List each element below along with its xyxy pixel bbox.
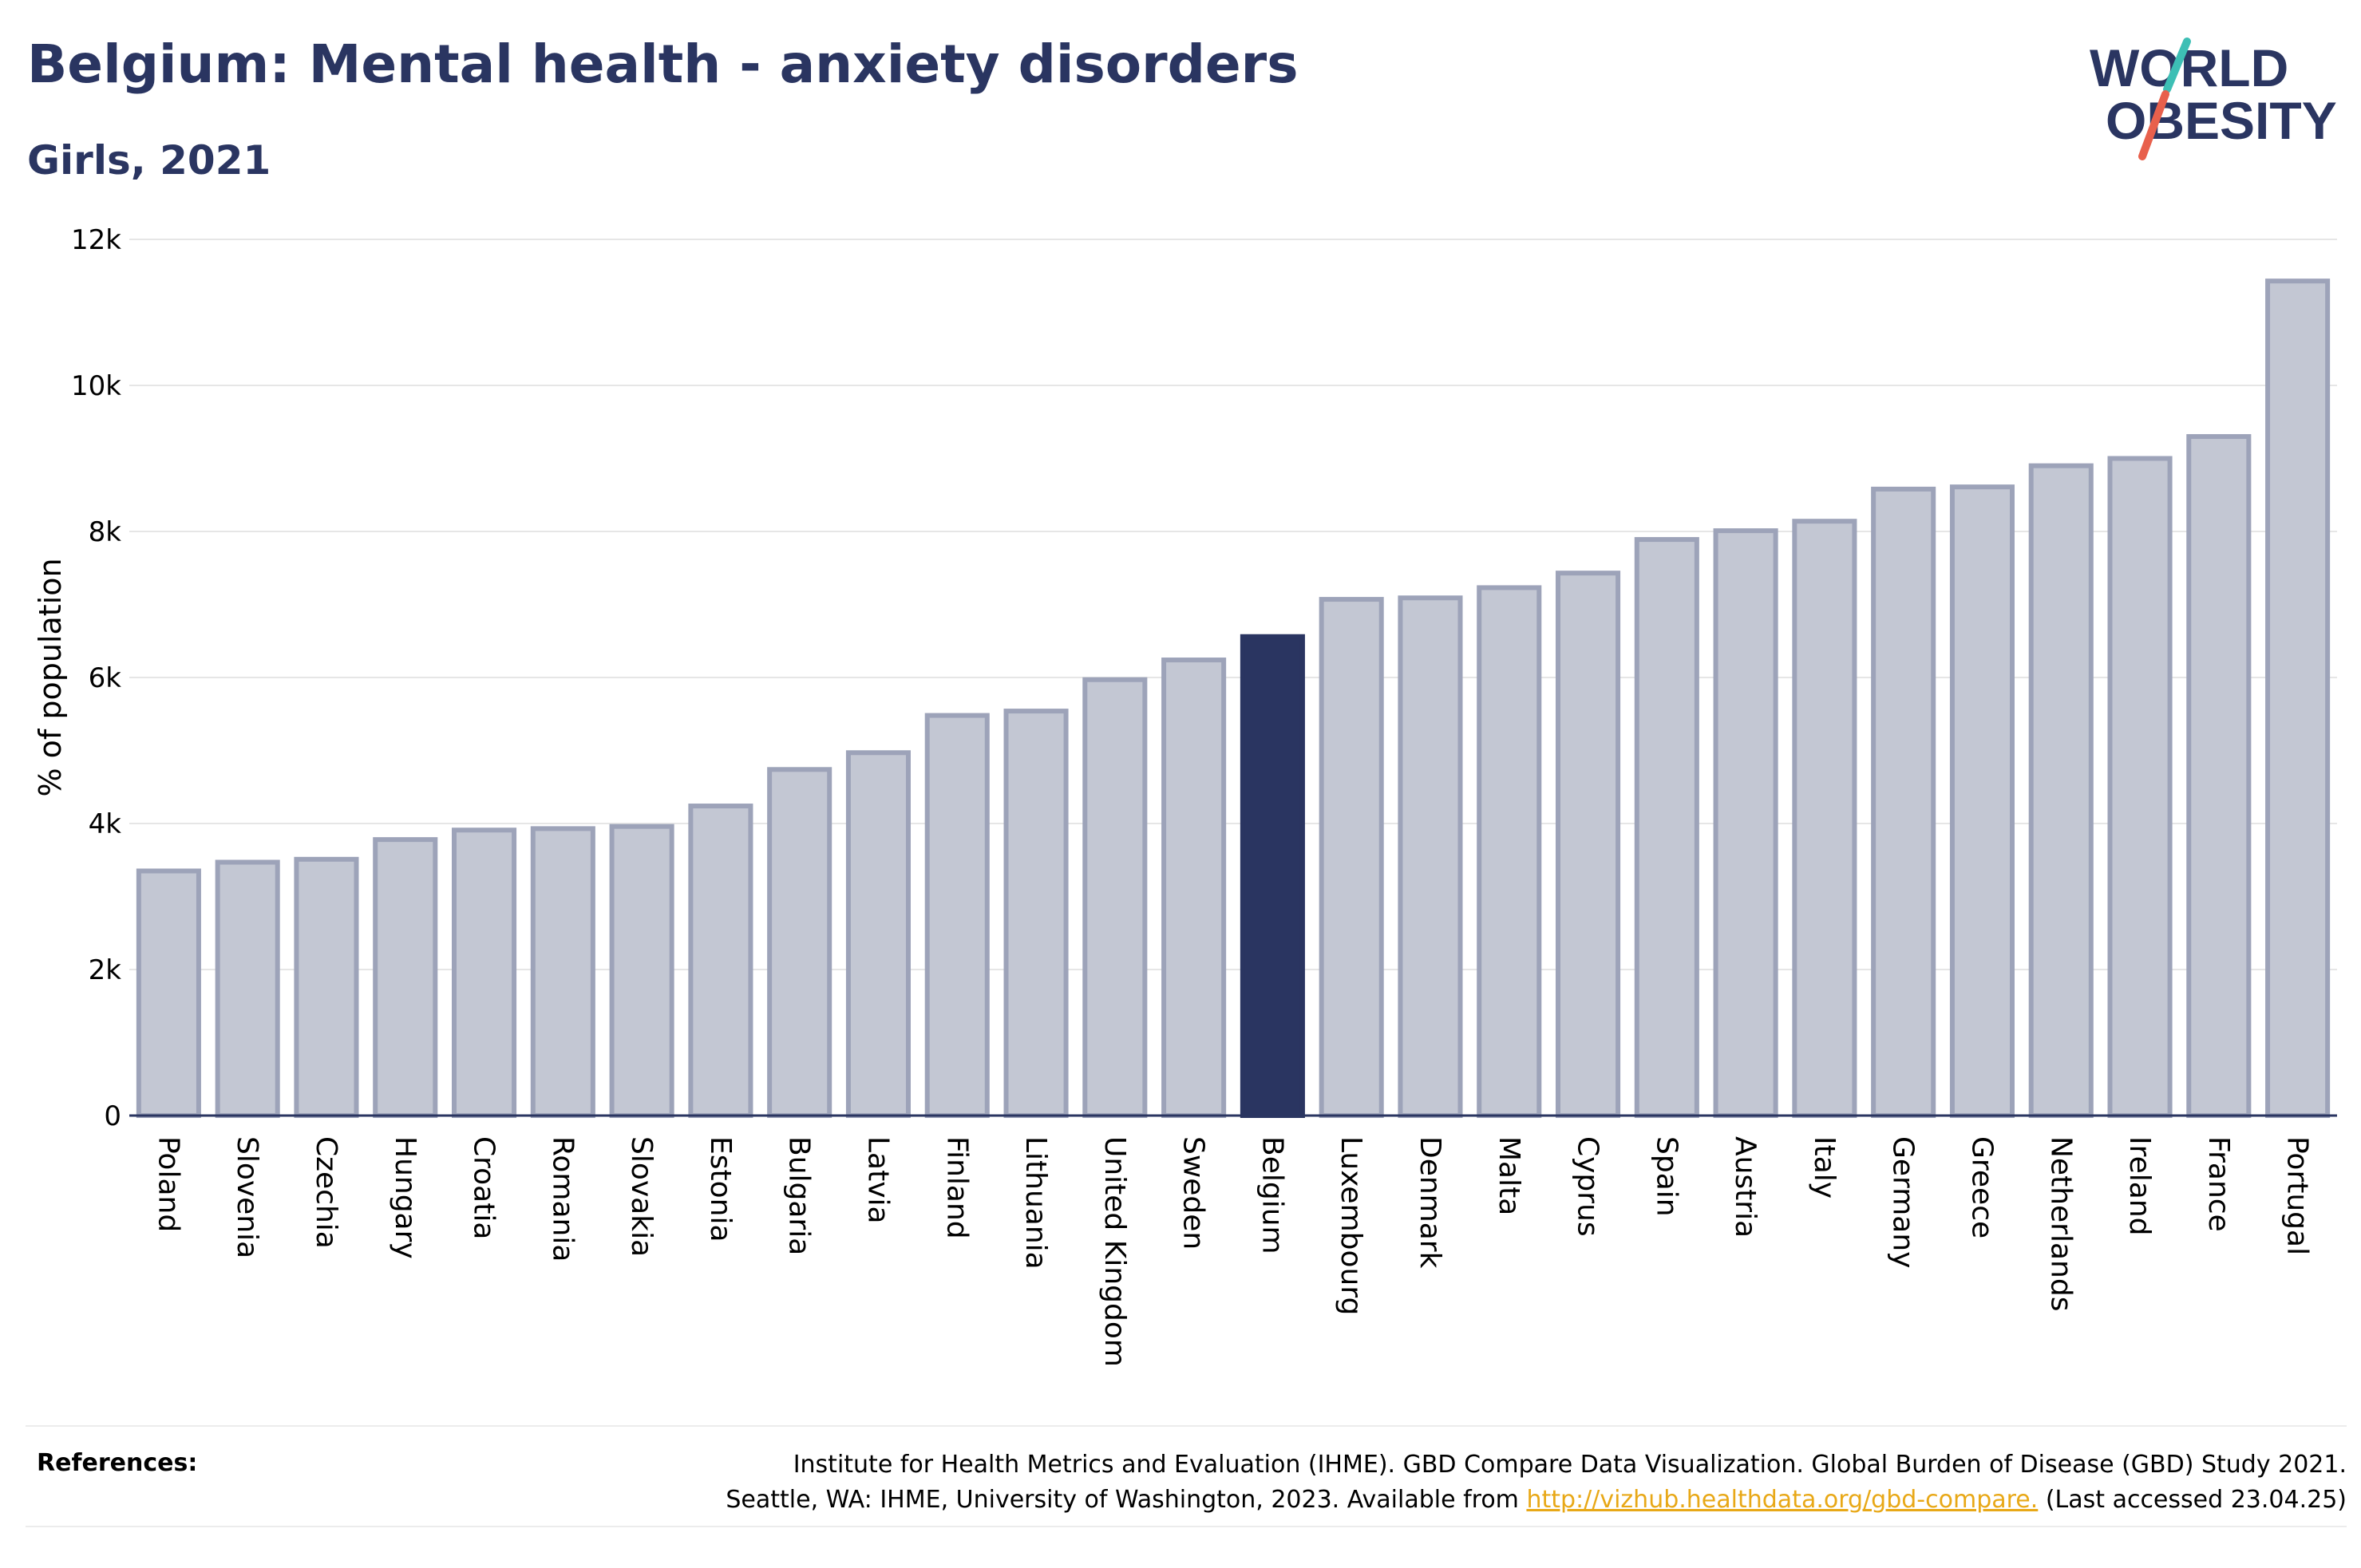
- bar-netherlands: [2028, 463, 2094, 1118]
- bar-portugal: [2265, 278, 2331, 1118]
- bar-romania: [530, 826, 595, 1119]
- bar-sweden: [1161, 658, 1227, 1118]
- x-tick-label: Estonia: [704, 1136, 737, 1242]
- bar-latvia: [845, 750, 912, 1118]
- x-tick-label: United Kingdom: [1098, 1136, 1131, 1367]
- x-tick-label: Latvia: [861, 1136, 894, 1224]
- bar-austria: [1713, 528, 1778, 1118]
- x-tick-label: Denmark: [1414, 1136, 1446, 1269]
- world-obesity-logo: WORLD OBESITY: [2090, 38, 2337, 160]
- x-tick-label: Spain: [1650, 1136, 1683, 1217]
- y-axis-ticks: 0 2k 4k 6k 8k 10k 12k: [71, 224, 121, 1132]
- x-tick-label: Netherlands: [2044, 1136, 2077, 1311]
- bar-finland: [924, 713, 990, 1119]
- logo-text-world: WORLD: [2090, 38, 2288, 97]
- x-tick-label: Luxembourg: [1335, 1136, 1367, 1315]
- bar-slovenia: [215, 859, 280, 1118]
- chart-title: Belgium: Mental health - anxiety disorde…: [27, 34, 1299, 95]
- logo-slash-teal: [2163, 38, 2191, 93]
- bar-ireland: [2107, 456, 2173, 1118]
- references-line-2-suffix: (Last accessed 23.04.25): [2038, 1486, 2347, 1514]
- logo-slash-red: [2138, 90, 2169, 160]
- x-tick-label: Romania: [546, 1136, 579, 1262]
- bar-germany: [1871, 486, 1936, 1118]
- x-tick-label: Slovakia: [625, 1136, 658, 1257]
- x-tick-label: Hungary: [389, 1136, 421, 1259]
- bar-poland: [136, 868, 201, 1118]
- references-line-1: Institute for Health Metrics and Evaluat…: [793, 1451, 2347, 1479]
- x-tick-label: Lithuania: [1019, 1136, 1052, 1270]
- bar-czechia: [294, 856, 359, 1118]
- references-line-2: Seattle, WA: IHME, University of Washing…: [726, 1483, 2347, 1518]
- y-tick-label: 4k: [89, 808, 122, 840]
- x-tick-label: Czechia: [310, 1136, 342, 1249]
- references-panel: References: Institute for Health Metrics…: [26, 1425, 2347, 1527]
- x-tick-label: Sweden: [1177, 1136, 1210, 1250]
- bar-chart: 0 2k 4k 6k 8k 10k 12k Poland Slovenia Czechia Hun…: [33, 224, 2337, 1367]
- x-tick-label: Poland: [152, 1136, 184, 1232]
- bar-greece: [1949, 484, 2015, 1118]
- bar-malta: [1477, 585, 1542, 1118]
- x-axis-ticks: Poland Slovenia Czechia Hungary Croatia Roman…: [152, 1136, 2313, 1367]
- y-tick-label: 12k: [71, 224, 121, 256]
- y-tick-label: 10k: [71, 370, 121, 402]
- x-tick-label: France: [2202, 1136, 2235, 1232]
- x-tick-label: Ireland: [2123, 1136, 2156, 1236]
- y-tick-label: 0: [104, 1100, 121, 1132]
- bar-spain: [1634, 537, 1699, 1118]
- bar-france: [2186, 434, 2252, 1118]
- bar-lithuania: [1003, 709, 1069, 1119]
- bar-denmark: [1398, 595, 1463, 1118]
- y-tick-label: 6k: [89, 662, 122, 694]
- bar-croatia: [451, 827, 517, 1118]
- y-axis-label: % of population: [33, 558, 68, 796]
- references-link[interactable]: http://vizhub.healthdata.org/gbd-compare…: [1526, 1486, 2039, 1514]
- x-tick-label: Slovenia: [231, 1136, 263, 1258]
- bar-luxembourg: [1319, 597, 1384, 1118]
- bar-italy: [1792, 519, 1857, 1118]
- bar-hungary: [373, 837, 438, 1118]
- bar-bulgaria: [767, 767, 832, 1118]
- x-tick-label: Finland: [940, 1136, 973, 1239]
- references-text: Institute for Health Metrics and Evaluat…: [726, 1448, 2347, 1518]
- x-tick-label: Austria: [1729, 1136, 1762, 1238]
- y-tick-label: 2k: [89, 954, 122, 986]
- x-tick-label: Greece: [1965, 1136, 1998, 1238]
- bar-united-kingdom: [1082, 677, 1148, 1118]
- y-tick-label: 8k: [89, 516, 122, 548]
- x-tick-label: Malta: [1493, 1136, 1525, 1215]
- x-tick-label: Cyprus: [1572, 1136, 1604, 1237]
- x-tick-label: Germany: [1887, 1136, 1920, 1268]
- bar-belgium: [1240, 634, 1305, 1118]
- bar-slovakia: [609, 823, 674, 1119]
- chart-subtitle: Girls, 2021: [27, 137, 271, 184]
- x-tick-label: Portugal: [2281, 1136, 2314, 1255]
- references-line-2-prefix: Seattle, WA: IHME, University of Washing…: [726, 1486, 1527, 1514]
- bar-cyprus: [1555, 571, 1621, 1118]
- bar-estonia: [688, 804, 753, 1118]
- x-tick-label: Belgium: [1256, 1136, 1288, 1254]
- x-tick-label: Croatia: [468, 1136, 500, 1239]
- x-tick-label: Bulgaria: [783, 1136, 816, 1255]
- bars: [136, 278, 2331, 1119]
- references-label: References:: [37, 1449, 198, 1477]
- x-tick-label: Italy: [1808, 1136, 1841, 1199]
